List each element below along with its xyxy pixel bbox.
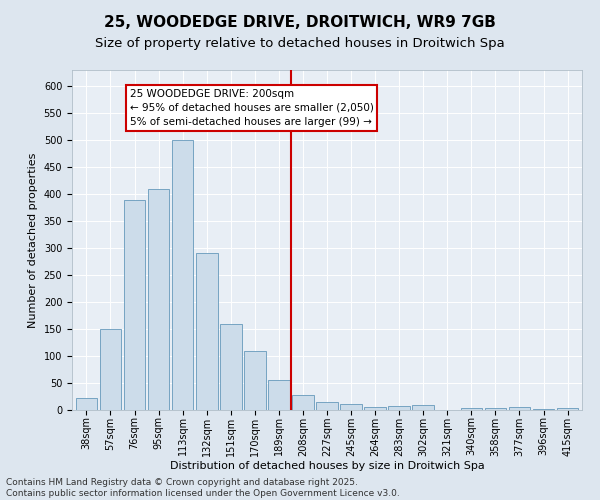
Bar — [220, 324, 242, 410]
Bar — [292, 395, 314, 410]
Bar — [196, 254, 218, 410]
Bar — [412, 404, 434, 410]
Bar — [76, 398, 97, 410]
Bar — [557, 408, 578, 410]
Bar — [244, 350, 266, 410]
Bar — [172, 140, 193, 410]
Bar — [485, 408, 506, 410]
Bar — [268, 380, 290, 410]
Bar — [388, 406, 410, 410]
Text: Contains HM Land Registry data © Crown copyright and database right 2025.
Contai: Contains HM Land Registry data © Crown c… — [6, 478, 400, 498]
Bar — [124, 200, 145, 410]
Text: Size of property relative to detached houses in Droitwich Spa: Size of property relative to detached ho… — [95, 38, 505, 51]
Bar — [316, 402, 338, 410]
Bar — [461, 408, 482, 410]
Bar — [533, 409, 554, 410]
Y-axis label: Number of detached properties: Number of detached properties — [28, 152, 38, 328]
Bar — [364, 408, 386, 410]
Bar — [340, 404, 362, 410]
Text: 25 WOODEDGE DRIVE: 200sqm
← 95% of detached houses are smaller (2,050)
5% of sem: 25 WOODEDGE DRIVE: 200sqm ← 95% of detac… — [130, 89, 374, 127]
Bar — [148, 188, 169, 410]
Bar — [509, 408, 530, 410]
X-axis label: Distribution of detached houses by size in Droitwich Spa: Distribution of detached houses by size … — [170, 462, 484, 471]
Bar — [100, 329, 121, 410]
Text: 25, WOODEDGE DRIVE, DROITWICH, WR9 7GB: 25, WOODEDGE DRIVE, DROITWICH, WR9 7GB — [104, 15, 496, 30]
